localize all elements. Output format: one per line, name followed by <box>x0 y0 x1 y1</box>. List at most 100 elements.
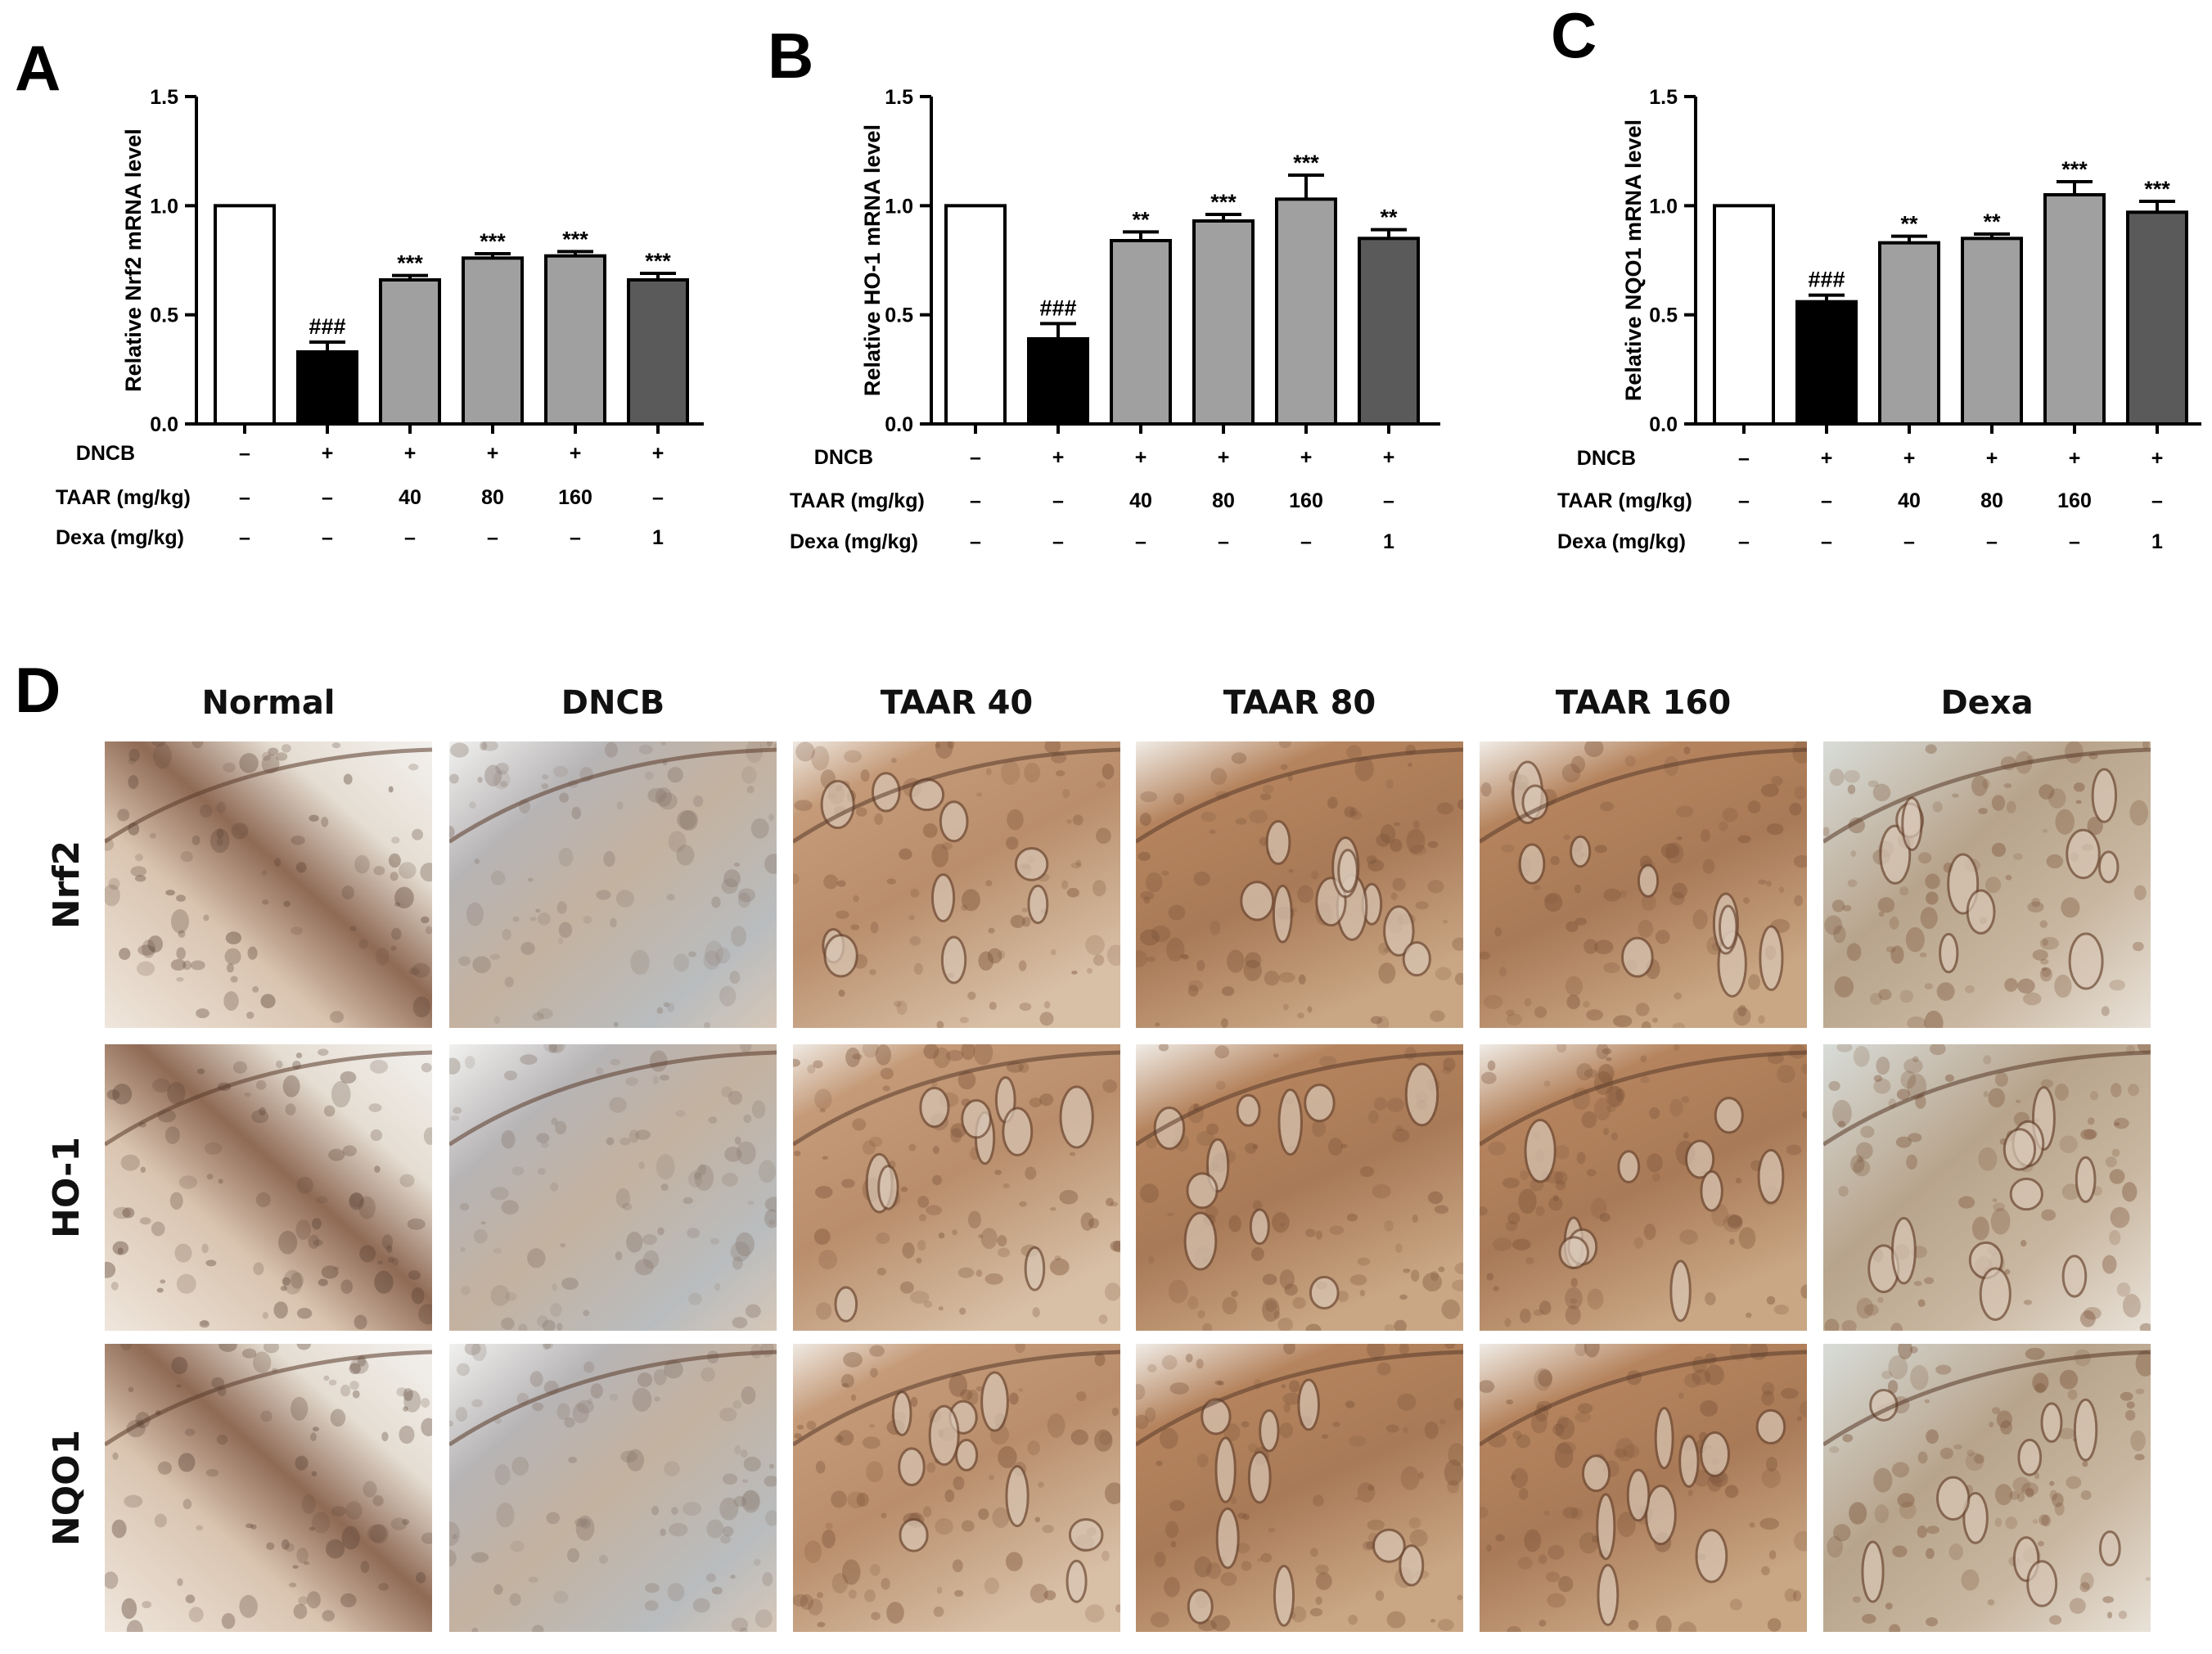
tissue-dot <box>1917 1451 1928 1464</box>
tissue-dot <box>542 1319 556 1331</box>
tissue-dot <box>1678 1392 1684 1399</box>
tissue-dot <box>1647 1153 1663 1173</box>
histology-row-label: Nrf2 <box>46 841 88 929</box>
tissue-dot <box>1593 940 1614 954</box>
tissue-dot <box>1917 1525 1927 1539</box>
tissue-dot <box>340 1279 354 1294</box>
tissue-dot <box>1925 1617 1939 1627</box>
tissue-dot <box>261 870 267 876</box>
tissue-dot <box>1784 1589 1797 1602</box>
tissue-dot <box>1899 886 1909 896</box>
tissue-dot <box>328 1379 337 1386</box>
tissue-dot <box>1448 1443 1463 1467</box>
tissue-dot <box>1315 1230 1323 1240</box>
tissue-dot <box>723 869 741 888</box>
tissue-dot <box>819 1108 827 1113</box>
tissue-dot <box>676 844 695 866</box>
tissue-dot <box>694 1164 714 1192</box>
tissue-dot <box>1349 807 1358 817</box>
tissue-dot <box>1136 1414 1149 1430</box>
treatment-row-value: 1 <box>1383 530 1394 553</box>
tissue-dot <box>1390 839 1403 852</box>
tissue-dot <box>841 1559 861 1585</box>
tissue-dot <box>1778 886 1785 894</box>
tissue-dot <box>449 1420 454 1427</box>
tissue-dot <box>550 1303 562 1318</box>
tissue-dot <box>1600 801 1614 812</box>
tissue-dot <box>2084 1129 2097 1139</box>
tissue-dot <box>741 1479 749 1484</box>
tissue-dot <box>909 935 921 946</box>
tissue-dot <box>1952 793 1959 798</box>
tissue-dot <box>459 1202 470 1211</box>
tissue-dot <box>342 1145 357 1156</box>
tissue-dot <box>1407 762 1412 767</box>
significance-label: ### <box>1039 295 1076 320</box>
tissue-dot <box>998 1446 1017 1469</box>
tissue-dot <box>1354 1497 1360 1501</box>
tissue-dot <box>203 914 209 922</box>
tissue-dot <box>862 1436 881 1449</box>
epidermis-edge <box>793 1350 1120 1447</box>
tissue-dot <box>823 874 839 890</box>
tissue-dot <box>471 1399 483 1408</box>
follicle <box>1581 1454 1611 1493</box>
tissue-dot <box>720 1535 732 1544</box>
tissue-dot <box>1562 1507 1579 1519</box>
tissue-dot <box>1570 1278 1578 1287</box>
tissue-dot <box>1169 1382 1189 1395</box>
tissue-dot <box>1761 1566 1770 1575</box>
treatment-row-value: + <box>570 442 582 465</box>
tissue-dot <box>1454 1262 1463 1275</box>
tissue-dot <box>1161 1354 1178 1370</box>
tissue-dot <box>552 1283 558 1291</box>
tissue-dot <box>421 1062 432 1073</box>
tissue-dot <box>669 1522 688 1537</box>
tissue-dot <box>1534 1368 1552 1391</box>
tissue-dot <box>1088 1218 1099 1228</box>
tissue-dot <box>1575 917 1587 926</box>
tissue-dot <box>1386 1611 1406 1629</box>
tissue-dot <box>1538 1620 1547 1627</box>
tissue-dot <box>910 1291 930 1305</box>
tissue-dot <box>1222 1296 1237 1315</box>
tissue-dot <box>1552 1423 1565 1436</box>
follicle <box>1558 1236 1590 1269</box>
tissue-dot <box>868 1136 883 1147</box>
tissue-dot <box>1876 1057 1890 1075</box>
panel-letter: D <box>15 654 61 726</box>
tissue-dot <box>667 767 683 783</box>
tissue-dot <box>768 813 774 821</box>
tissue-dot <box>1832 1099 1852 1127</box>
tissue-dot <box>252 986 259 993</box>
tissue-dot <box>282 1075 300 1097</box>
tissue-dot <box>460 1246 466 1252</box>
tissue-dot <box>1106 944 1120 967</box>
tissue-dot <box>1673 1044 1680 1052</box>
y-axis-label: Relative NQO1 mRNA level <box>1621 119 1646 401</box>
treatment-row-label: Dexa (mg/kg) <box>1557 530 1686 553</box>
tissue-dot <box>1454 972 1463 985</box>
tissue-dot <box>412 996 431 1018</box>
tissue-dot <box>250 1524 257 1530</box>
tissue-dot <box>1262 1273 1277 1286</box>
tissue-dot <box>557 937 564 944</box>
tissue-dot <box>1678 1621 1697 1632</box>
tissue-dot <box>2054 1502 2065 1516</box>
tissue-dot <box>957 1070 976 1090</box>
tissue-dot <box>421 916 430 924</box>
tissue-dot <box>1437 1619 1454 1631</box>
tissue-dot <box>1348 1615 1358 1625</box>
tissue-dot <box>1749 1521 1755 1528</box>
follicle <box>1695 1529 1728 1584</box>
tissue-dot <box>420 863 432 882</box>
tissue-dot <box>630 949 650 976</box>
tissue-dot <box>1480 1206 1488 1216</box>
tissue-dot <box>609 1097 627 1113</box>
tissue-dot <box>1555 1180 1566 1191</box>
tissue-dot <box>328 1148 345 1161</box>
tissue-dot <box>613 1021 619 1027</box>
tissue-dot <box>340 1593 357 1607</box>
follicle <box>1645 1484 1677 1546</box>
y-tick-label: 0.5 <box>150 304 178 327</box>
